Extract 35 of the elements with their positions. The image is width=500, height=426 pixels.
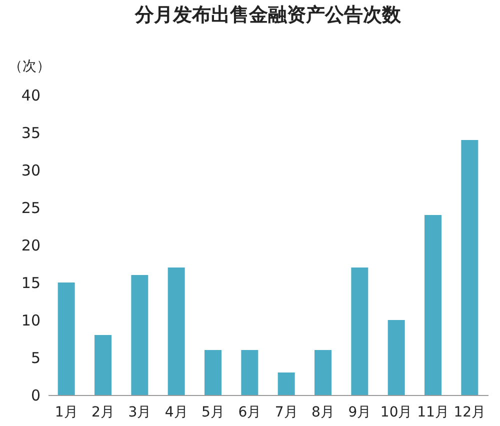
bar	[94, 335, 112, 395]
bar	[168, 268, 185, 395]
bar	[424, 215, 442, 395]
y-tick-label: 25	[21, 199, 40, 217]
y-axis-title: （次）	[8, 58, 50, 74]
bar	[204, 350, 222, 395]
y-tick-label: 30	[21, 162, 40, 180]
x-tick-label: 10月	[380, 404, 412, 420]
y-tick-label: 20	[21, 236, 40, 254]
bar	[58, 282, 75, 395]
x-tick-label: 6月	[238, 404, 262, 420]
x-tick-label: 5月	[202, 404, 224, 420]
x-tick-label: 11月	[417, 404, 449, 420]
x-tick-label: 1月	[54, 404, 78, 420]
y-tick-label: 35	[21, 124, 40, 142]
y-tick-label: 15	[21, 274, 40, 292]
bar	[314, 350, 332, 395]
bar	[241, 350, 258, 395]
x-tick-label: 3月	[128, 404, 152, 420]
bar	[131, 275, 148, 395]
bar	[388, 320, 405, 395]
chart-title: 分月发布出售金融资产公告次数	[134, 4, 402, 26]
x-tick-label: 9月	[348, 404, 372, 420]
x-tick-label: 7月	[274, 404, 298, 420]
x-tick-label: 4月	[164, 404, 188, 420]
y-tick-label: 0	[30, 386, 40, 404]
y-tick-label: 5	[30, 349, 40, 367]
y-tick-label: 40	[21, 86, 40, 104]
x-tick-label: 8月	[312, 404, 334, 420]
x-tick-label: 2月	[92, 404, 114, 420]
x-tick-label: 12月	[454, 404, 486, 420]
bar	[351, 268, 368, 395]
y-tick-label: 10	[21, 312, 40, 330]
bar	[461, 140, 478, 395]
bar	[278, 372, 295, 395]
